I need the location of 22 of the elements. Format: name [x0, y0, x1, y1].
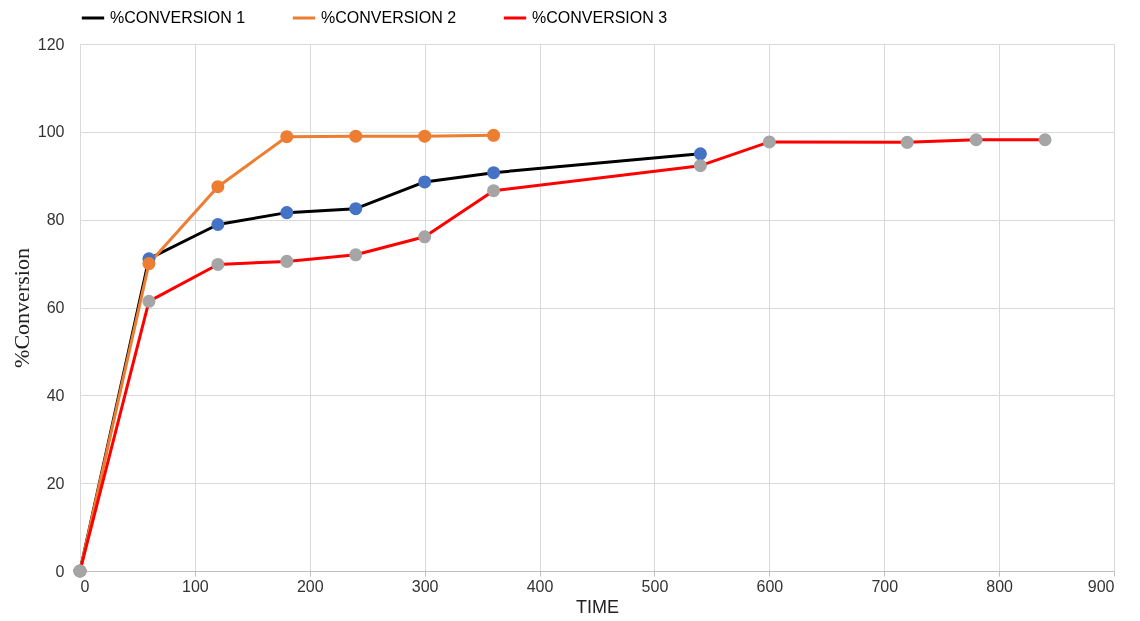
x-tick-label: 300	[411, 577, 439, 595]
x-tick-label: 200	[296, 577, 324, 595]
x-tick-label: 800	[986, 577, 1014, 595]
y-axis-title: %Conversion	[8, 248, 34, 368]
x-tick-label: 0	[80, 577, 90, 595]
y-tick-label: 0	[55, 562, 65, 580]
x-tick-label: 500	[641, 577, 669, 595]
legend-label: %CONVERSION 2	[321, 9, 457, 26]
x-tick-label: 700	[871, 577, 899, 595]
y-tick-label: 120	[37, 35, 65, 53]
legend-label: %CONVERSION 3	[532, 9, 668, 26]
y-tick-label: 20	[46, 474, 65, 492]
x-tick-label: 400	[526, 577, 554, 595]
legend-label: %CONVERSION 1	[110, 9, 246, 26]
y-tick-label: 40	[46, 386, 65, 404]
x-tick-label: 600	[756, 577, 784, 595]
y-tick-label: 60	[46, 299, 65, 316]
x-tick-label: 900	[1087, 577, 1115, 595]
x-tick-label: 100	[182, 577, 209, 595]
x-axis-title: TIME	[576, 596, 619, 617]
y-tick-label: 100	[37, 123, 65, 141]
y-tick-label: 80	[46, 211, 65, 229]
